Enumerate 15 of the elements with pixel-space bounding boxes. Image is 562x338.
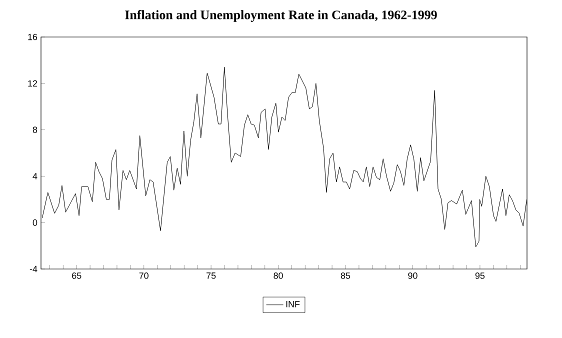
x-tick-label: 90 [408, 272, 418, 279]
y-tick-label: 16 [28, 34, 38, 40]
chart-title: Inflation and Unemployment Rate in Canada, 1962-1999 [125, 10, 437, 22]
y-tick-label: 0 [32, 219, 38, 226]
y-tick-label: 12 [28, 80, 38, 87]
y-tick-label: -4 [30, 266, 38, 272]
legend-label: INF [286, 301, 300, 308]
y-tick-label: 4 [32, 173, 38, 180]
x-tick-label: 95 [475, 272, 485, 279]
x-tick-label: 85 [340, 272, 350, 279]
x-tick-label: 65 [72, 272, 82, 279]
y-tick-label: 8 [32, 126, 38, 133]
x-tick-label: 80 [274, 272, 283, 279]
x-tick-label: 70 [139, 272, 148, 279]
x-tick-label: 75 [206, 272, 216, 279]
